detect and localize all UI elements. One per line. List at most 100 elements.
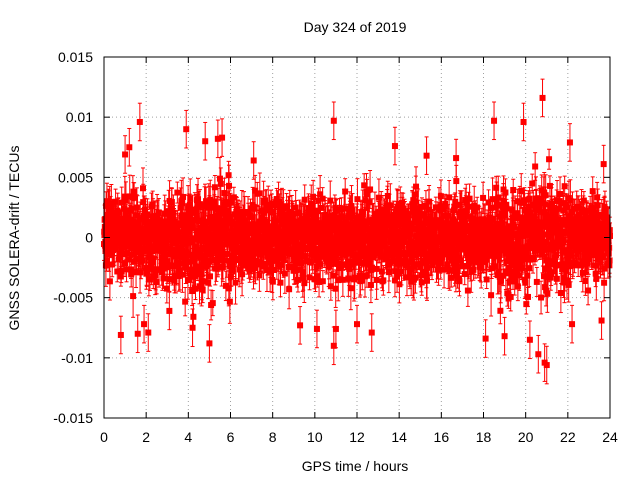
point-marker	[187, 195, 194, 202]
point-marker	[130, 293, 137, 300]
point-marker	[201, 202, 208, 209]
point-marker	[117, 227, 124, 234]
point-marker	[121, 193, 128, 200]
point-marker	[103, 219, 110, 226]
point-marker	[102, 262, 109, 269]
point-marker	[126, 230, 133, 237]
point-marker	[109, 261, 116, 268]
point-marker	[196, 201, 203, 208]
point-marker	[184, 250, 191, 257]
point-marker	[112, 198, 119, 205]
point-marker	[168, 199, 175, 206]
point-marker	[277, 279, 284, 286]
point-marker	[179, 271, 186, 278]
point-marker	[133, 269, 140, 276]
point-marker	[122, 197, 129, 204]
point-marker	[197, 246, 204, 253]
point-marker	[122, 260, 129, 267]
point-marker	[189, 225, 196, 232]
point-marker	[187, 272, 194, 279]
point-marker	[149, 258, 156, 265]
point-marker	[174, 189, 181, 196]
data-point	[211, 175, 218, 200]
point-marker	[128, 205, 135, 212]
point-marker	[170, 209, 177, 216]
point-marker	[183, 231, 190, 238]
point-marker	[103, 257, 110, 264]
data-point	[128, 261, 135, 288]
point-marker	[114, 268, 121, 275]
point-marker	[211, 199, 218, 206]
point-marker	[196, 235, 203, 242]
point-marker	[126, 256, 133, 263]
point-marker	[212, 265, 219, 272]
point-marker	[207, 273, 214, 280]
point-marker	[239, 271, 246, 278]
point-marker	[185, 210, 192, 217]
point-marker	[184, 276, 191, 283]
point-marker	[192, 285, 199, 292]
point-marker	[154, 214, 161, 221]
data-points	[101, 78, 613, 385]
point-marker	[180, 193, 187, 200]
point-marker	[118, 267, 125, 274]
point-marker	[205, 279, 212, 286]
point-marker	[181, 212, 188, 219]
point-marker	[185, 258, 192, 265]
point-marker	[191, 235, 198, 242]
point-marker	[159, 260, 166, 267]
point-marker	[123, 250, 130, 257]
point-marker	[163, 285, 170, 292]
point-marker	[106, 278, 113, 285]
point-marker	[226, 298, 233, 305]
point-marker	[128, 271, 135, 278]
point-marker	[207, 231, 214, 238]
point-marker	[126, 193, 133, 200]
point-marker	[256, 190, 263, 197]
point-marker	[279, 211, 286, 218]
point-marker	[182, 298, 189, 305]
point-marker	[301, 280, 308, 287]
point-marker	[195, 196, 202, 203]
point-marker	[286, 286, 293, 293]
point-marker	[191, 272, 198, 279]
point-marker	[121, 205, 128, 212]
point-marker	[153, 279, 160, 286]
point-marker	[211, 184, 218, 191]
point-marker	[154, 247, 161, 254]
point-marker	[200, 278, 207, 285]
point-marker	[232, 279, 239, 286]
point-marker	[156, 266, 163, 273]
point-marker	[219, 263, 226, 270]
point-marker	[142, 217, 149, 224]
point-marker	[179, 215, 186, 222]
point-marker	[118, 199, 125, 206]
point-marker	[140, 199, 147, 206]
point-marker	[199, 253, 206, 260]
point-marker	[193, 243, 200, 250]
point-marker	[190, 313, 197, 320]
data-point	[192, 277, 199, 301]
point-marker	[182, 264, 189, 271]
point-marker	[226, 182, 233, 189]
point-marker	[108, 200, 115, 207]
point-marker	[207, 196, 214, 203]
point-marker	[119, 251, 126, 258]
data-point	[209, 290, 216, 317]
point-marker	[133, 204, 140, 211]
data-point	[182, 286, 189, 317]
point-marker	[110, 210, 117, 217]
point-marker	[199, 286, 206, 293]
point-marker	[131, 194, 138, 201]
point-marker	[130, 188, 137, 195]
point-marker	[206, 258, 213, 265]
point-marker	[216, 175, 223, 182]
point-marker	[217, 180, 224, 187]
point-marker	[108, 215, 115, 222]
point-marker	[193, 215, 200, 222]
point-marker	[206, 204, 213, 211]
point-marker	[141, 206, 148, 213]
point-marker	[227, 199, 234, 206]
point-marker	[146, 276, 153, 283]
